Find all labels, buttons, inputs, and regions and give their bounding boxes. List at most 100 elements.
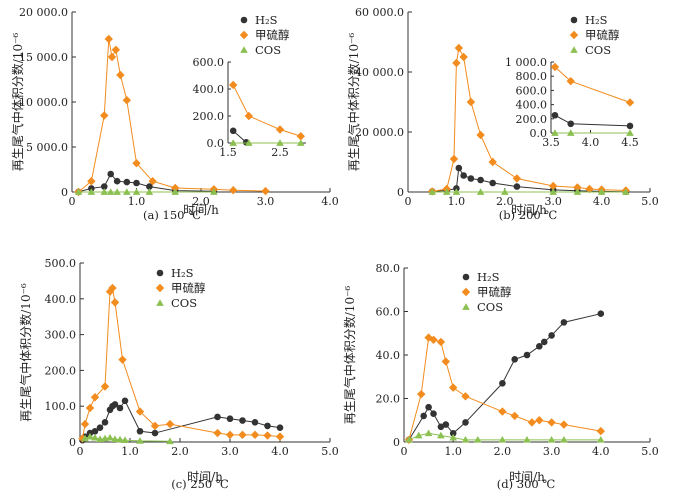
legend-label-cos: COS — [477, 300, 503, 314]
inset-data-point-methanethiol — [244, 111, 253, 121]
inset-y-tick-label: 400.0 — [516, 99, 548, 112]
legend-marker-methanethiol — [239, 30, 249, 40]
series-line-cos — [408, 432, 601, 441]
data-point-cos — [597, 436, 605, 443]
data-point-cos — [461, 436, 470, 443]
data-point-h2s — [477, 176, 484, 184]
data-point-methanethiol — [547, 418, 556, 427]
data-point-methanethiol — [100, 382, 110, 391]
data-point-methanethiol — [118, 355, 127, 364]
data-point-methanethiol — [429, 335, 438, 344]
y-tick-label: 20.0 — [376, 393, 401, 406]
data-point-h2s — [91, 427, 99, 435]
data-point-methanethiol — [132, 159, 141, 168]
data-point-methanethiol — [452, 58, 461, 68]
data-point-cos — [573, 188, 582, 195]
data-point-h2s — [455, 164, 463, 172]
y-tick-label: 40 000.0 — [355, 66, 404, 79]
legend-label-methanethiol: 甲硫醇 — [585, 28, 620, 42]
data-point-methanethiol — [585, 184, 594, 194]
x-tick-label: 5.0 — [641, 195, 659, 208]
data-point-cos — [100, 188, 109, 195]
inset-y-tick-label: 0.0 — [207, 137, 225, 150]
inset-data-point-methanethiol — [275, 125, 285, 134]
data-point-h2s — [460, 172, 467, 179]
legend-marker-methanethiol — [569, 30, 579, 40]
data-point-methanethiol — [527, 418, 537, 427]
data-point-h2s — [513, 183, 521, 190]
data-point-methanethiol — [116, 70, 125, 80]
x-tick-label: 1.0 — [128, 195, 146, 208]
data-point-methanethiol — [100, 111, 109, 120]
data-point-cos — [523, 436, 531, 443]
data-point-h2s — [462, 419, 469, 426]
data-point-cos — [113, 188, 121, 195]
y-tick-label: 0 — [393, 436, 400, 449]
data-point-h2s — [264, 422, 271, 430]
data-point-cos — [136, 437, 144, 444]
series-line-methanethiol — [78, 38, 266, 193]
x-tick-label: 1.0 — [121, 445, 139, 458]
inset-data-point-h2s — [626, 122, 634, 130]
y-tick-label: 500.0 — [45, 257, 77, 270]
chart-2: 0 1.0 2.0 3.0 4.0 5.0 0 20 000.0 40 000.0 60 000.… — [346, 6, 659, 222]
data-point-cos — [424, 429, 433, 437]
inset-data-point-cos — [566, 129, 575, 136]
data-point-methanethiol — [261, 186, 270, 196]
legend-label-methanethiol: 甲硫醇 — [255, 28, 290, 42]
inset-data-point-cos — [229, 139, 237, 146]
data-point-methanethiol — [107, 52, 117, 62]
data-point-methanethiol — [275, 432, 285, 441]
data-point-methanethiol — [449, 154, 459, 164]
data-point-methanethiol — [229, 186, 238, 195]
data-point-h2s — [113, 177, 121, 185]
x-tick-label: 2.0 — [171, 445, 189, 458]
legend-label-cos: COS — [585, 43, 611, 57]
inset-data-point-cos — [626, 129, 634, 136]
inset-y-tick-label: 0.0 — [530, 127, 548, 140]
y-tick-label: 60.0 — [376, 306, 401, 319]
x-tick-label: 2.0 — [496, 195, 514, 208]
data-point-h2s — [442, 421, 450, 428]
series-line-h2s — [78, 173, 214, 193]
data-point-methanethiol — [85, 403, 95, 413]
data-point-cos — [111, 435, 119, 442]
data-point-h2s — [111, 401, 119, 408]
chart-4: 0 1.0 2.0 3.0 4.0 5.0 0 20.0 40.0 60.0 80.0 时间/h 再生尾… — [342, 262, 659, 491]
data-point-methanethiol — [488, 157, 497, 167]
data-point-h2s — [548, 332, 555, 339]
data-point-methanethiol — [87, 177, 96, 186]
data-point-cos — [560, 436, 568, 443]
data-point-methanethiol — [250, 430, 260, 440]
data-point-h2s — [560, 319, 568, 326]
y-tick-label: 0 — [397, 186, 404, 199]
x-tick-label: 2.0 — [494, 445, 512, 458]
legend-marker-cos — [462, 303, 470, 310]
x-tick-label: 0 — [77, 445, 84, 458]
chart-caption: (a) 150 ℃ — [143, 208, 201, 222]
inset-x-tick-label: 4.5 — [621, 136, 639, 149]
x-tick-label: 1.0 — [448, 195, 466, 208]
data-point-cos — [121, 436, 129, 444]
data-point-methanethiol — [466, 97, 476, 107]
legend-label-cos: COS — [255, 43, 281, 57]
data-point-h2s — [133, 179, 140, 187]
inset-y-tick-label: 600.0 — [516, 84, 548, 97]
y-axis-label: 再生尾气中体积分数/10⁻⁶ — [18, 283, 33, 422]
data-point-cos — [597, 188, 606, 195]
inset-y-tick-label: 800.0 — [516, 70, 548, 83]
chart-3: 0 1.0 2.0 3.0 4.0 5.0 0 100.0 200.0 300.0 400.0 500… — [18, 257, 339, 491]
data-point-cos — [132, 188, 141, 195]
inset-data-point-h2s — [551, 111, 559, 119]
y-tick-label: 10 000.0 — [19, 96, 68, 109]
data-point-methanethiol — [559, 420, 569, 429]
data-point-h2s — [425, 403, 432, 411]
data-point-h2s — [100, 183, 108, 190]
data-point-h2s — [499, 379, 506, 387]
inset-data-point-methanethiol — [296, 132, 305, 141]
y-tick-label: 300.0 — [45, 329, 77, 342]
data-point-h2s — [151, 429, 159, 437]
data-point-h2s — [239, 417, 246, 424]
x-tick-label: 2.0 — [192, 195, 210, 208]
